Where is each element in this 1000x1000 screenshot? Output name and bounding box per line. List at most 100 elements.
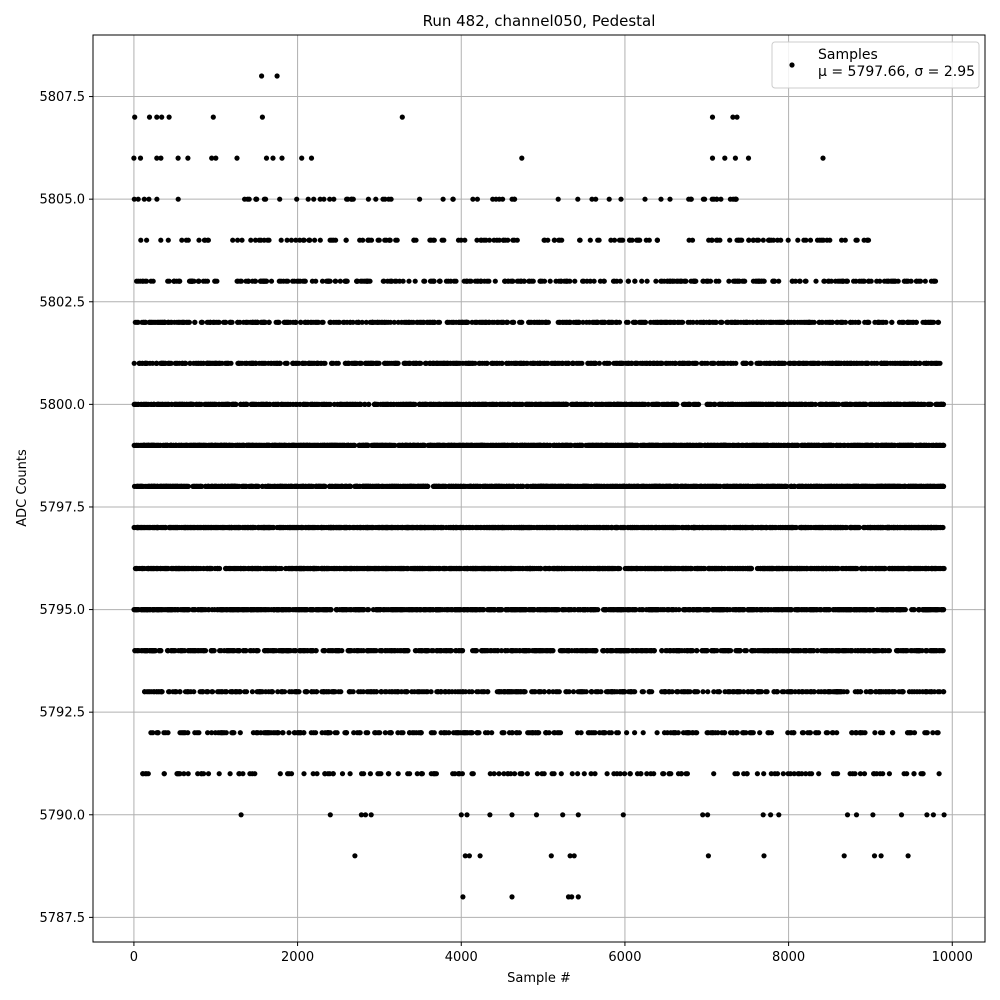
data-point — [490, 401, 496, 407]
data-point — [281, 401, 287, 407]
data-point — [252, 319, 258, 325]
data-point — [512, 401, 518, 407]
data-point — [411, 237, 417, 243]
data-point — [387, 278, 393, 284]
data-point — [162, 319, 168, 325]
data-point — [611, 237, 618, 243]
data-point — [634, 442, 640, 448]
data-point — [196, 278, 202, 284]
data-point — [264, 442, 270, 448]
data-point — [406, 319, 412, 325]
data-point — [242, 360, 248, 366]
data-point — [169, 319, 175, 325]
data-point — [632, 278, 638, 284]
data-point — [699, 442, 705, 448]
data-point — [566, 319, 572, 325]
data-point — [709, 237, 715, 243]
data-point — [439, 237, 445, 243]
data-point — [599, 442, 605, 448]
data-point — [154, 360, 160, 366]
data-point — [530, 360, 536, 366]
data-point — [555, 319, 561, 325]
data-point — [877, 278, 883, 284]
data-point — [781, 360, 787, 366]
data-point — [650, 401, 656, 407]
data-point — [306, 237, 312, 243]
data-point — [558, 278, 564, 284]
data-point — [763, 401, 769, 407]
data-point — [747, 319, 753, 325]
data-point — [620, 237, 626, 243]
data-point — [412, 401, 418, 407]
data-point — [517, 401, 523, 407]
data-point — [343, 278, 349, 284]
data-point — [603, 401, 610, 407]
data-point — [475, 483, 481, 489]
data-point — [797, 278, 803, 284]
data-point — [144, 237, 150, 243]
data-point — [865, 237, 871, 243]
data-point — [750, 237, 756, 243]
data-point — [406, 278, 412, 284]
data-point — [188, 401, 194, 407]
data-point — [559, 237, 565, 243]
data-point — [807, 237, 814, 243]
data-point — [692, 278, 698, 284]
data-point — [290, 278, 296, 284]
data-point — [840, 278, 847, 284]
data-point — [355, 319, 362, 325]
data-point — [500, 237, 506, 243]
data-point — [585, 360, 591, 366]
data-point — [179, 237, 185, 243]
data-point — [219, 401, 225, 407]
data-point — [435, 360, 441, 366]
data-point — [172, 360, 178, 366]
data-point — [921, 442, 927, 448]
data-point — [373, 483, 379, 489]
data-point — [892, 360, 898, 366]
data-point — [312, 401, 318, 407]
data-point — [614, 278, 620, 284]
data-point — [835, 319, 841, 325]
data-point — [509, 319, 515, 325]
data-point — [601, 278, 607, 284]
data-point — [431, 237, 437, 243]
data-point — [327, 319, 333, 325]
data-point — [474, 237, 480, 243]
data-point — [221, 319, 227, 325]
data-point — [940, 442, 946, 448]
data-point — [391, 401, 397, 407]
data-point — [308, 319, 314, 325]
data-point — [641, 319, 647, 325]
data-point — [290, 401, 296, 407]
data-point — [448, 278, 454, 284]
data-point — [912, 360, 918, 366]
data-point — [319, 278, 326, 284]
data-point — [218, 442, 225, 448]
data-point — [431, 319, 438, 325]
data-point — [835, 278, 841, 284]
data-point — [713, 319, 719, 325]
data-point — [475, 401, 481, 407]
data-point — [198, 319, 204, 325]
data-point — [131, 401, 137, 407]
data-point — [307, 442, 313, 448]
data-point — [518, 360, 524, 366]
data-points — [131, 73, 947, 900]
data-point — [244, 442, 250, 448]
data-point — [340, 319, 346, 325]
data-point — [866, 278, 872, 284]
data-point — [928, 278, 935, 284]
data-point — [275, 401, 281, 407]
data-point — [700, 278, 706, 284]
data-point — [897, 442, 903, 448]
data-point — [829, 360, 835, 366]
data-point — [506, 278, 512, 284]
data-point — [440, 442, 446, 448]
data-point — [302, 278, 308, 284]
data-point — [549, 401, 555, 407]
data-point — [730, 442, 736, 448]
data-point — [312, 237, 318, 243]
data-point — [235, 319, 241, 325]
data-point — [633, 319, 639, 325]
